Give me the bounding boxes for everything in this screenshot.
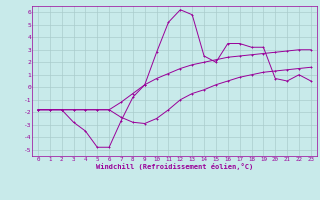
X-axis label: Windchill (Refroidissement éolien,°C): Windchill (Refroidissement éolien,°C) [96,163,253,170]
